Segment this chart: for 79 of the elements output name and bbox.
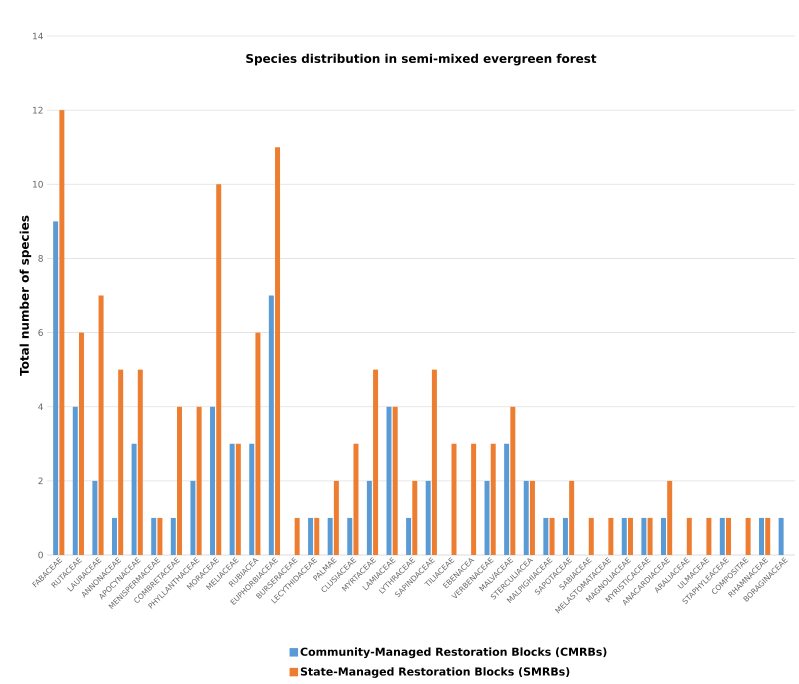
bar	[543, 518, 548, 556]
bar	[550, 518, 555, 556]
bar	[314, 518, 320, 556]
text: Species distribution in semi-mixed evergreen forest	[246, 54, 596, 66]
bar	[386, 406, 392, 556]
bar	[216, 184, 222, 556]
bar	[268, 296, 274, 556]
bar	[210, 406, 216, 556]
bar	[648, 518, 653, 556]
bar	[765, 518, 770, 556]
bar	[118, 370, 124, 556]
y-tick-label: 4	[38, 403, 43, 410]
bar	[392, 406, 398, 556]
bar	[471, 444, 476, 556]
bar	[406, 518, 412, 556]
bar	[334, 480, 339, 556]
bar	[510, 406, 516, 556]
bar	[308, 518, 314, 556]
bar	[236, 444, 241, 556]
bar	[157, 518, 162, 556]
bar	[249, 444, 254, 556]
bar	[641, 518, 646, 556]
bar	[59, 110, 64, 556]
bar	[230, 444, 235, 556]
bar	[112, 518, 117, 556]
bar	[412, 480, 418, 556]
bar	[667, 480, 672, 556]
y-tick-label: 14	[33, 32, 43, 40]
y-tick-label: 8	[38, 255, 43, 262]
bar	[98, 296, 104, 556]
bar	[72, 406, 78, 556]
y-tick-label: 2	[38, 478, 43, 484]
bar	[328, 518, 333, 556]
y-tick-label: 12	[33, 106, 43, 114]
bar	[504, 444, 510, 556]
bar	[562, 518, 568, 556]
bar	[720, 518, 725, 556]
bar	[53, 221, 58, 556]
bar	[569, 480, 574, 556]
y-tick-label: 6	[38, 329, 43, 336]
legend-label: Community-Managed Restoration Blocks (CMRBs)	[300, 647, 606, 658]
bar	[151, 518, 156, 556]
y-tick-label: 0	[38, 552, 43, 558]
bar	[622, 518, 627, 556]
y-axis-title: Total number of species	[20, 216, 32, 376]
bar	[706, 518, 712, 556]
bar	[686, 518, 692, 556]
bar	[432, 370, 437, 556]
bar	[177, 406, 182, 556]
bar	[347, 518, 352, 556]
bar	[484, 480, 490, 556]
bar	[452, 444, 457, 556]
bar	[92, 480, 98, 556]
legend-label: State-Managed Restoration Blocks (SMRBs)	[300, 667, 570, 678]
bar	[426, 480, 431, 556]
bar	[170, 518, 176, 556]
bar	[746, 518, 751, 556]
bar	[190, 480, 196, 556]
bar	[524, 480, 529, 556]
bar	[255, 332, 260, 556]
bar	[608, 518, 614, 556]
bar	[530, 480, 535, 556]
bar	[588, 518, 594, 556]
bar	[132, 444, 137, 556]
bar	[759, 518, 764, 556]
bar	[196, 406, 202, 556]
bar	[726, 518, 732, 556]
bar	[294, 518, 300, 556]
bar	[366, 480, 372, 556]
bar	[778, 518, 784, 556]
bar	[660, 518, 666, 556]
bar	[275, 147, 280, 556]
bar	[353, 444, 358, 556]
y-tick-label: 10	[33, 180, 43, 188]
bar	[628, 518, 633, 556]
bar	[373, 370, 378, 556]
bar	[78, 332, 84, 556]
bar	[138, 370, 143, 556]
bar	[490, 444, 496, 556]
